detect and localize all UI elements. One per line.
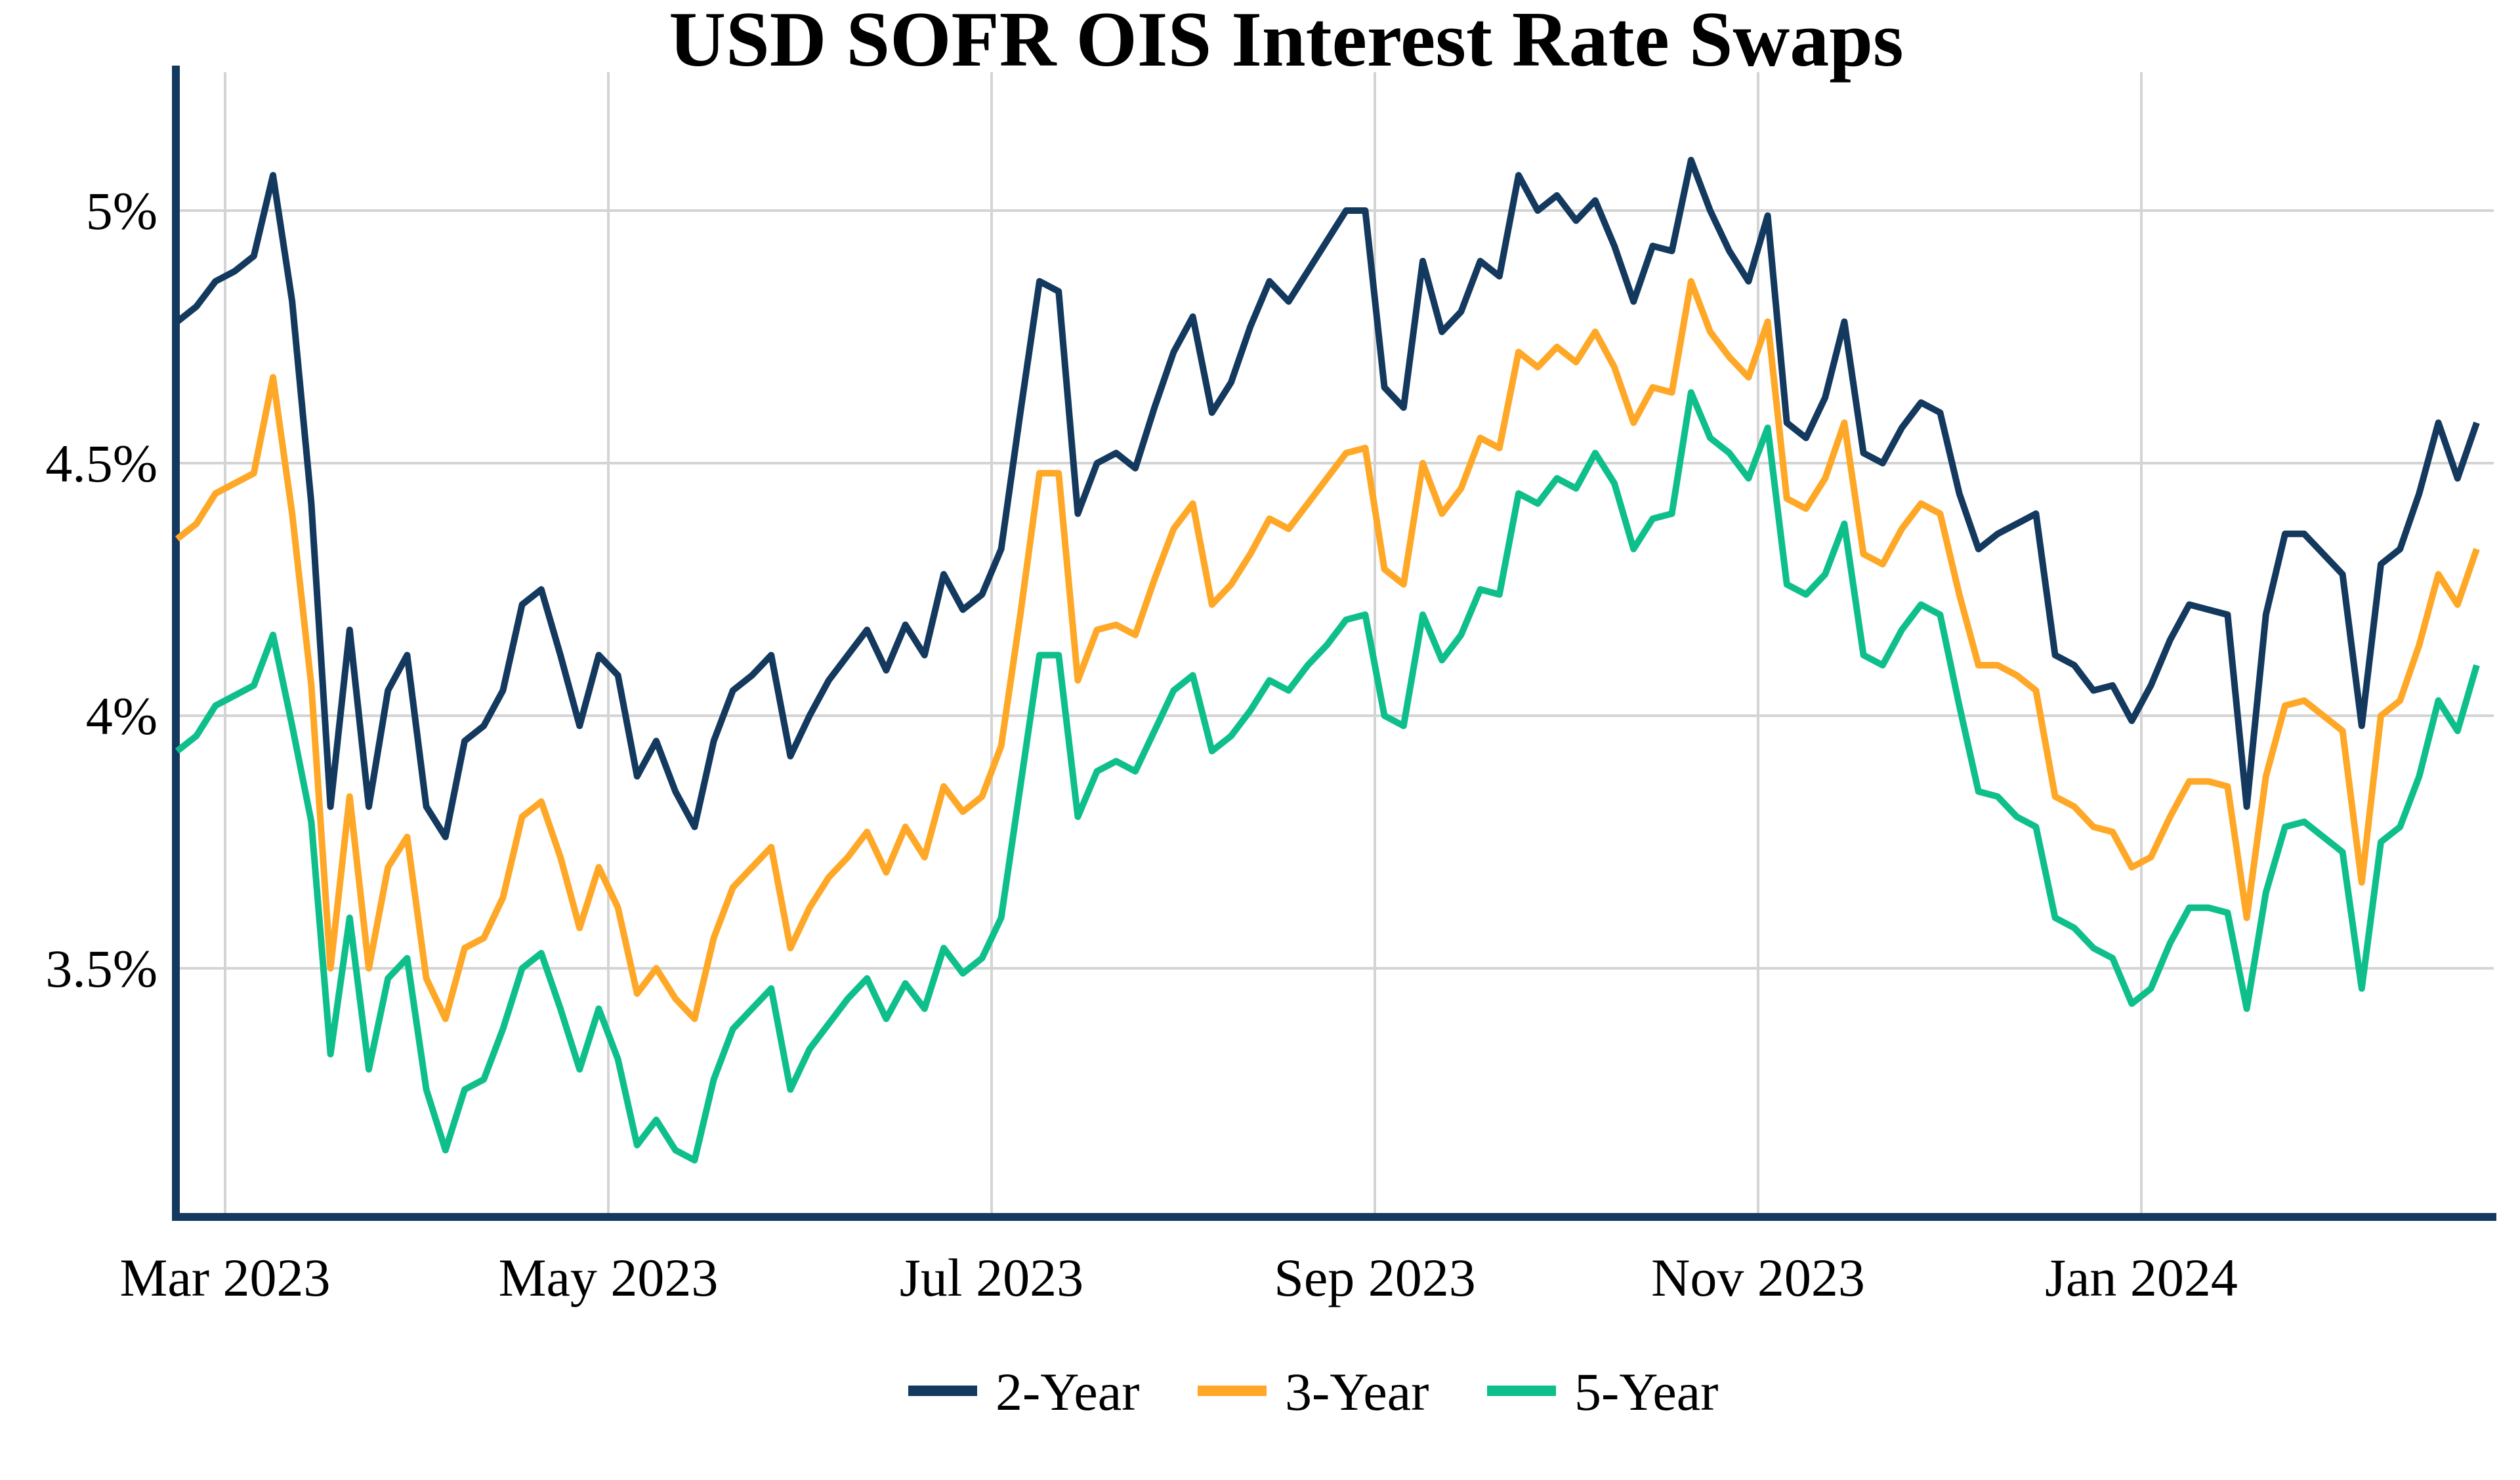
y-axis-tick-labels: 3.5% 4% 4.5% 5% <box>45 181 158 998</box>
axes <box>172 66 2496 1221</box>
y-tick-label-4-5-: 4.5% <box>45 434 158 493</box>
x-tick-label-jan-2024: Jan 2024 <box>2045 1248 2238 1307</box>
legend-label-3-year: 3-Year <box>1285 1362 1429 1422</box>
legend-item-2-year: 2-Year <box>908 1362 1139 1422</box>
y-tick-label-3-5-: 3.5% <box>45 939 158 998</box>
y-tick-label-5-: 5% <box>86 181 158 241</box>
legend: 2-Year 3-Year 5-Year <box>908 1362 1718 1422</box>
legend-item-3-year: 3-Year <box>1198 1362 1429 1422</box>
y-tick-label-4-: 4% <box>86 686 158 746</box>
x-tick-label-jul-2023: Jul 2023 <box>900 1248 1083 1307</box>
gridlines <box>177 72 2494 1217</box>
series-line-3-year <box>175 278 2480 1022</box>
x-tick-label-sep-2023: Sep 2023 <box>1274 1248 1476 1307</box>
x-tick-label-nov-2023: Nov 2023 <box>1651 1248 1865 1307</box>
legend-item-5-year: 5-Year <box>1487 1362 1718 1422</box>
legend-label-2-year: 2-Year <box>996 1362 1139 1422</box>
series-line-2-year <box>175 157 2480 840</box>
x-axis-tick-labels: Mar 2023 May 2023 Jul 2023 Sep 2023 Nov 2023… <box>119 1248 2237 1307</box>
x-tick-label-may-2023: May 2023 <box>499 1248 719 1307</box>
legend-label-5-year: 5-Year <box>1574 1362 1718 1422</box>
chart-title: USD SOFR OIS Interest Rate Swaps <box>669 0 1903 83</box>
series-line-5-year <box>175 389 2480 1164</box>
x-tick-label-mar-2023: Mar 2023 <box>119 1248 330 1307</box>
data-series-lines <box>175 157 2480 1164</box>
